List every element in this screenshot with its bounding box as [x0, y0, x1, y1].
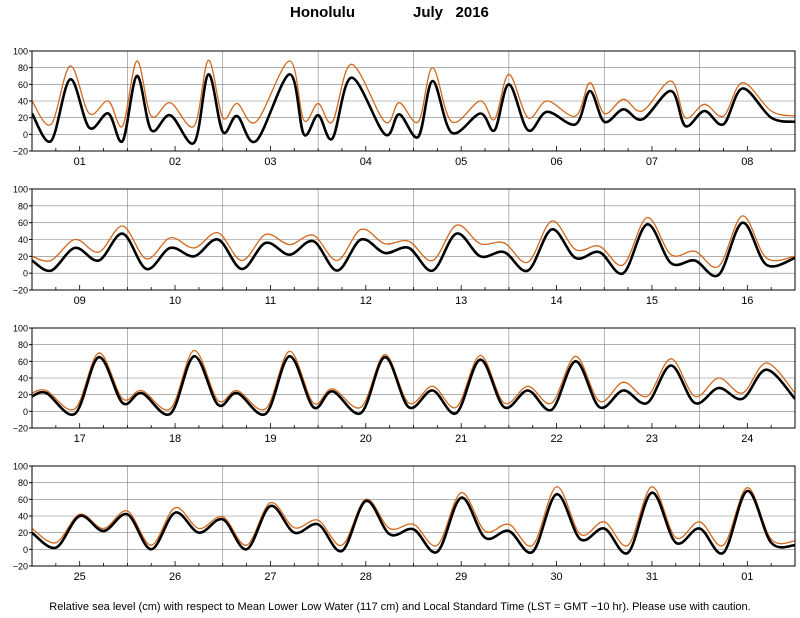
day-label: 18 [169, 433, 181, 445]
day-label: 24 [741, 433, 753, 445]
day-label: 11 [265, 295, 276, 307]
day-label: 08 [741, 156, 753, 168]
day-label: 03 [264, 156, 276, 168]
y-tick-label: 20 [18, 113, 28, 123]
y-tick-label: 60 [18, 357, 28, 367]
predicted-series-line [32, 489, 795, 555]
y-tick-label: 80 [18, 340, 28, 350]
day-label: 17 [74, 433, 86, 445]
footer-note: Relative sea level (cm) with respect to … [49, 601, 751, 613]
day-label: 06 [550, 156, 562, 168]
tide-panel-4: −20 0 20 40 60 80 100 25 26 27 28 29 30 31 01 [13, 462, 796, 583]
title-location: Honolulu [290, 4, 355, 21]
y-tick-label: 40 [18, 235, 28, 245]
y-tick-label: 100 [13, 47, 28, 57]
day-label: 12 [360, 295, 372, 307]
title-period: July 2016 [413, 4, 489, 21]
day-label: 29 [455, 571, 467, 583]
day-label: 02 [169, 156, 181, 168]
plot-frame [31, 50, 796, 152]
y-tick-label: 0 [23, 269, 28, 279]
day-label: 16 [741, 295, 753, 307]
day-label: 28 [360, 571, 372, 583]
y-tick-label: 0 [23, 130, 28, 140]
y-tick-label: 80 [18, 63, 28, 73]
y-tick-label: 20 [18, 252, 28, 262]
y-tick-label: 0 [23, 545, 28, 555]
day-label: 23 [646, 433, 658, 445]
y-tick-label: 40 [18, 97, 28, 107]
tide-panel-3: −20 0 20 40 60 80 100 17 18 19 20 21 22 23 24 [13, 324, 796, 445]
y-tick-label: 40 [18, 374, 28, 384]
predicted-series-line [32, 72, 795, 145]
day-label: 15 [646, 295, 658, 307]
day-label: 05 [455, 156, 467, 168]
observed-series-line [32, 215, 795, 269]
y-tick-label: 60 [18, 218, 28, 228]
plot-frame [31, 188, 796, 291]
day-label: 09 [74, 295, 86, 307]
day-label: 22 [550, 433, 562, 445]
y-tick-label: 20 [18, 528, 28, 538]
y-tick-label: −20 [13, 147, 28, 157]
y-tick-label: 80 [18, 478, 28, 488]
y-tick-label: 60 [18, 80, 28, 90]
day-label: 25 [74, 571, 86, 583]
plot-frame [31, 327, 796, 429]
y-tick-label: −20 [13, 286, 28, 296]
chart-title: Honolulu July 2016 [0, 4, 800, 28]
day-label: 14 [550, 295, 562, 307]
day-label: 20 [360, 433, 372, 445]
y-tick-label: 0 [23, 407, 28, 417]
tide-panel-2: −20 0 20 40 60 80 100 09 10 11 12 13 14 15 16 [13, 185, 796, 307]
predicted-series-line [32, 355, 795, 417]
y-tick-label: 60 [18, 495, 28, 505]
day-label: 21 [455, 433, 467, 445]
y-tick-label: 40 [18, 512, 28, 522]
y-tick-label: 100 [13, 462, 28, 472]
day-label: 31 [646, 571, 658, 583]
day-label: 30 [550, 571, 562, 583]
tide-panel-1: −20 0 20 40 60 80 100 01 02 03 04 05 06 07 08 [13, 47, 796, 168]
day-label: 27 [264, 571, 276, 583]
y-tick-label: 100 [13, 185, 28, 195]
observed-series-line [32, 59, 795, 128]
day-label: 26 [169, 571, 181, 583]
day-label: 01 [741, 571, 753, 583]
day-label: 13 [455, 295, 467, 307]
observed-series-line [32, 486, 795, 547]
day-label: 01 [74, 156, 86, 168]
day-label: 10 [169, 295, 181, 307]
y-tick-label: −20 [13, 562, 28, 572]
y-tick-label: 100 [13, 324, 28, 334]
observed-series-line [32, 349, 795, 411]
day-label: 07 [646, 156, 658, 168]
day-label: 04 [360, 156, 372, 168]
plot-frame [31, 465, 796, 567]
predicted-series-line [32, 221, 795, 278]
day-label: 19 [264, 433, 276, 445]
y-tick-label: −20 [13, 424, 28, 434]
y-tick-label: 80 [18, 201, 28, 211]
y-tick-label: 20 [18, 390, 28, 400]
